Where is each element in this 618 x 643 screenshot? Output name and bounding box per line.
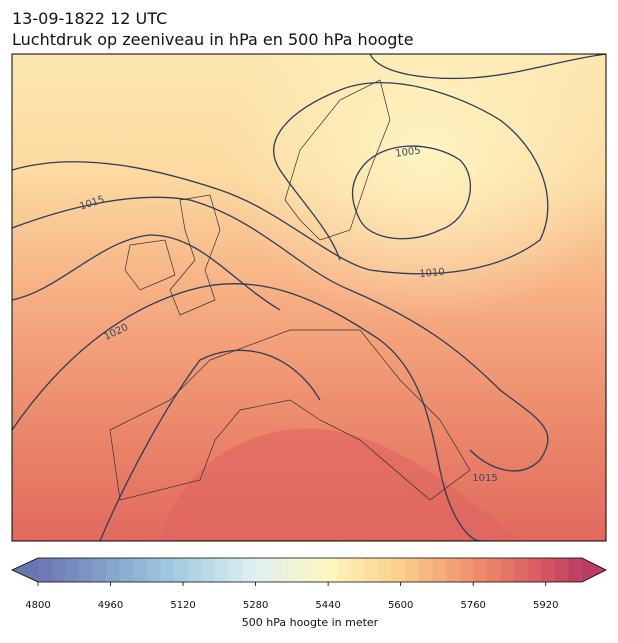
colorbar-cell: [296, 558, 311, 582]
colorbar-cell: [282, 558, 297, 582]
colorbar-cell: [500, 558, 515, 582]
map: [12, 54, 606, 541]
colorbar-tick-label: 5280: [243, 600, 268, 611]
colorbar-cell: [269, 558, 284, 582]
colorbar-cell: [527, 558, 542, 582]
title: 13-09-1822 12 UTC: [12, 9, 167, 28]
colorbar-cell: [255, 558, 270, 582]
map-frame: [11, 53, 607, 542]
colorbar-cell: [133, 558, 148, 582]
colorbar-cell: [51, 558, 66, 582]
colorbar-cell: [568, 558, 583, 582]
colorbar-cell: [418, 558, 433, 582]
colorbar-cell: [459, 558, 474, 582]
colorbar-cell: [554, 558, 569, 582]
colorbar-cell: [378, 558, 393, 582]
colorbar-cell: [174, 558, 189, 582]
colorbar-cell: [364, 558, 379, 582]
colorbar-cell: [146, 558, 161, 582]
colorbar-cell: [242, 558, 257, 582]
colorbar-cell: [337, 558, 352, 582]
colorbar-tick-label: 4960: [98, 600, 123, 611]
colorbar-cell: [38, 558, 53, 582]
colorbar-cell: [446, 558, 461, 582]
colorbar-cell: [514, 558, 529, 582]
colorbar-cell: [187, 558, 202, 582]
subtitle: Luchtdruk op zeeniveau in hPa en 500 hPa…: [12, 30, 414, 49]
colorbar-cell: [160, 558, 175, 582]
colorbar-cell: [92, 558, 107, 582]
colorbar-cell: [310, 558, 325, 582]
colorbar-cell: [106, 558, 121, 582]
colorbar-arrow-low: [12, 558, 38, 582]
colorbar-cell: [65, 558, 80, 582]
colorbar-outline: [11, 557, 607, 583]
colorbar-arrow-high: [582, 558, 606, 582]
colorbar-cell: [541, 558, 556, 582]
colorbar-tick-label: 4800: [25, 600, 50, 611]
colorbar-cell: [350, 558, 365, 582]
colorbar-cell: [78, 558, 93, 582]
colorbar-tick-label: 5600: [388, 600, 413, 611]
contour-label: 1010: [419, 267, 445, 280]
colorbar-cell: [323, 558, 338, 582]
colorbar-cell: [391, 558, 406, 582]
colorbar-cell: [473, 558, 488, 582]
colorbar-cell: [201, 558, 216, 582]
colorbar-cell: [405, 558, 420, 582]
colorbar-cell: [486, 558, 501, 582]
colorbar-tick-label: 5760: [460, 600, 485, 611]
colorbar-cell: [432, 558, 447, 582]
colorbar-tick-label: 5440: [315, 600, 340, 611]
colorbar-tick-label: 5920: [533, 600, 558, 611]
colorbar-label: 500 hPa hoogte in meter: [242, 616, 379, 629]
colorbar-cell: [214, 558, 229, 582]
colorbar-cell: [228, 558, 243, 582]
colorbar: 4800 4960 5120 5280 5440 5600 5760 5920 500 hPa …: [11, 557, 607, 629]
contour-label: 1005: [395, 145, 422, 159]
colorbar-cell: [119, 558, 134, 582]
contour-label: 1015: [472, 473, 497, 484]
colorbar-tick-label: 5120: [170, 600, 195, 611]
